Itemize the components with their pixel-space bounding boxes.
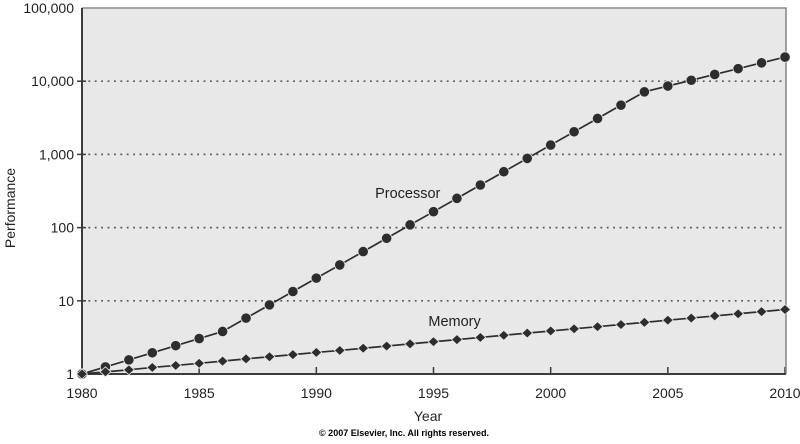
data-point-memory — [380, 340, 393, 352]
data-point-memory — [779, 303, 791, 316]
x-tick-label: 1980 — [66, 385, 97, 401]
data-point-memory — [240, 353, 253, 365]
x-axis-title: Year — [413, 408, 443, 424]
data-point-processor — [545, 139, 557, 151]
data-point-processor — [755, 57, 768, 69]
data-point-processor — [498, 166, 510, 178]
data-point-memory — [521, 327, 534, 339]
data-point-processor — [732, 63, 744, 75]
data-point-memory — [122, 364, 135, 376]
x-tick-label: 1985 — [184, 385, 215, 401]
data-point-processor — [474, 179, 486, 191]
data-point-memory — [685, 312, 698, 324]
data-point-memory — [76, 368, 88, 380]
data-point-processor — [123, 354, 135, 366]
data-point-memory — [216, 355, 229, 367]
data-point-processor — [334, 259, 346, 271]
data-point-memory — [544, 325, 557, 337]
data-point-processor — [240, 312, 252, 324]
data-point-memory — [661, 314, 674, 326]
data-point-memory — [614, 318, 627, 331]
data-point-memory — [146, 361, 159, 373]
data-point-processor — [287, 285, 299, 298]
data-point-processor — [615, 99, 627, 111]
data-point-processor — [568, 126, 580, 138]
data-point-memory — [732, 308, 745, 320]
data-point-memory — [708, 310, 721, 322]
y-tick-label: 1 — [66, 366, 74, 382]
data-point-processor — [404, 219, 416, 231]
data-point-memory — [755, 306, 768, 318]
data-point-processor — [357, 246, 369, 258]
data-point-processor — [709, 68, 721, 81]
data-point-memory — [638, 316, 651, 328]
y-tick-label: 10,000 — [31, 73, 74, 89]
data-point-memory — [568, 323, 581, 335]
y-tick-label: 10 — [58, 293, 74, 309]
data-point-memory — [591, 321, 604, 333]
plot-background — [82, 8, 786, 374]
data-point-processor — [638, 86, 651, 98]
data-point-processor — [146, 347, 158, 359]
data-point-processor — [217, 325, 229, 338]
data-point-memory — [286, 349, 299, 361]
data-point-processor — [521, 152, 533, 164]
data-point-processor — [427, 206, 440, 218]
data-point-memory — [310, 346, 323, 358]
plot-border — [82, 7, 787, 374]
data-point-processor — [263, 299, 276, 311]
x-tick-label: 1995 — [418, 385, 449, 401]
data-point-processor — [451, 192, 463, 204]
data-point-processor — [170, 340, 182, 352]
data-point-memory — [333, 344, 346, 356]
x-tick-label: 1990 — [301, 385, 332, 401]
data-point-processor — [779, 51, 791, 63]
x-tick-label: 2010 — [769, 385, 800, 401]
x-tick-label: 2005 — [652, 385, 683, 401]
y-tick-label: 1,000 — [39, 146, 74, 162]
data-point-memory — [450, 334, 463, 346]
data-point-processor — [662, 80, 674, 92]
data-point-memory — [427, 336, 440, 348]
data-point-processor — [591, 112, 604, 125]
data-point-processor — [685, 74, 697, 86]
y-tick-label: 100 — [51, 220, 75, 236]
data-point-processor — [310, 272, 322, 284]
data-point-memory — [474, 331, 487, 343]
copyright-text: © 2007 Elsevier, Inc. All rights reserve… — [319, 428, 489, 438]
data-point-memory — [193, 357, 206, 369]
data-point-memory — [99, 366, 112, 378]
data-point-processor — [381, 232, 393, 244]
data-point-processor — [193, 332, 205, 345]
data-point-memory — [404, 338, 417, 350]
data-point-memory — [497, 329, 510, 341]
series-label-memory: Memory — [428, 314, 481, 330]
data-point-memory — [169, 359, 182, 371]
data-point-memory — [263, 351, 276, 363]
series-label-processor: Processor — [375, 186, 440, 202]
y-tick-label: 100,000 — [23, 0, 74, 16]
x-tick-label: 2000 — [535, 385, 566, 401]
data-point-memory — [357, 342, 370, 354]
